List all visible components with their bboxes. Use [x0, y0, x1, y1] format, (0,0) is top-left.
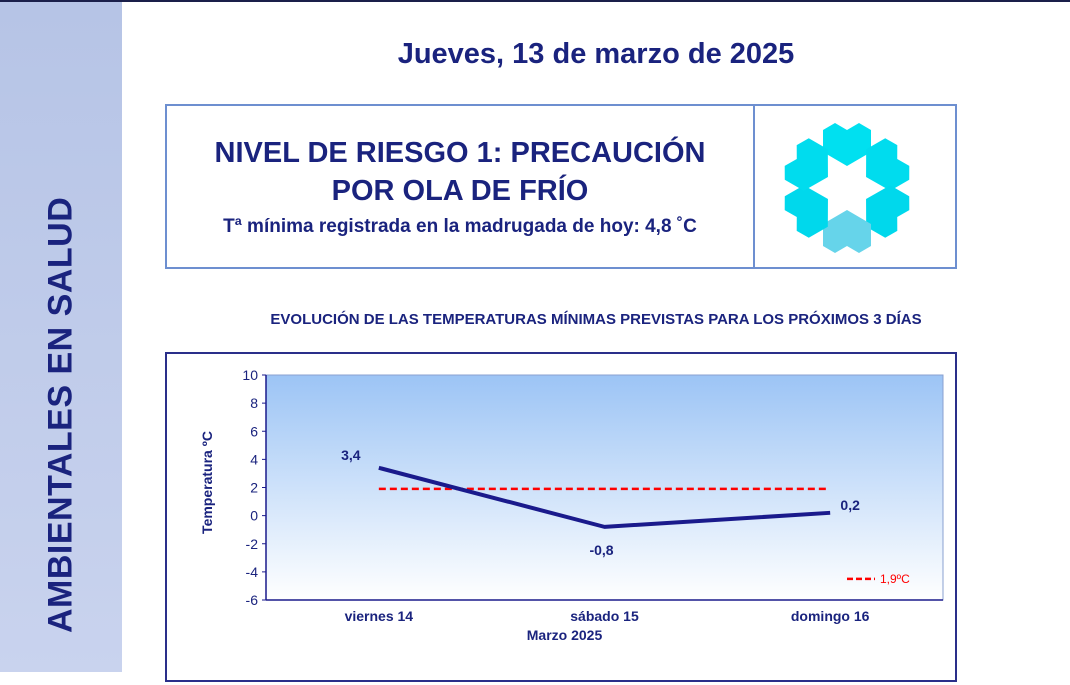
snowflake-icon	[755, 106, 955, 267]
snowflake-arm	[823, 123, 871, 166]
y-axis-label: Temperatura ºC	[199, 431, 215, 534]
snowflake-arm	[866, 185, 910, 238]
x-tick-label: sábado 15	[570, 608, 639, 624]
sidebar-title: AMBIENTALES EN SALUD	[41, 196, 80, 633]
snowflake-arm	[823, 210, 871, 253]
min-temp-today: Tª mínima registrada en la madrugada de …	[223, 216, 697, 237]
snowflake-arm	[866, 138, 910, 191]
risk-title-line1: NIVEL DE RIESGO 1: PRECAUCIÓN	[214, 137, 706, 169]
y-tick-label: 0	[250, 508, 258, 524]
risk-alert-text: NIVEL DE RIESGO 1: PRECAUCIÓN POR OLA DE…	[167, 106, 755, 267]
data-label: -0,8	[589, 542, 613, 558]
risk-title-line2: POR OLA DE FRÍO	[331, 175, 589, 207]
snowflake-arm	[784, 138, 828, 191]
risk-alert-box: NIVEL DE RIESGO 1: PRECAUCIÓN POR OLA DE…	[165, 104, 957, 269]
page-date: Jueves, 13 de marzo de 2025	[397, 38, 795, 70]
temperature-chart: 10 8 6 4 2 0 -2 -4 -6 viernes 14 sábado 15 domingo …	[199, 367, 944, 643]
data-label: 3,4	[341, 447, 361, 463]
top-rule	[0, 0, 1070, 2]
x-tick-label: domingo 16	[791, 608, 870, 624]
sidebar: AMBIENTALES EN SALUD	[0, 2, 122, 672]
snowflake-arm	[784, 185, 828, 238]
legend-threshold-label: 1,9ºC	[880, 572, 910, 586]
y-tick-label: -4	[246, 564, 259, 580]
x-tick-label: viernes 14	[345, 608, 414, 624]
y-tick-label: 10	[242, 367, 258, 383]
x-axis-label: Marzo 2025	[527, 627, 603, 643]
data-label: 0,2	[840, 497, 860, 513]
chart-title: EVOLUCIÓN DE LAS TEMPERATURAS MÍNIMAS PR…	[270, 311, 922, 328]
y-tick-label: 2	[250, 480, 258, 496]
y-tick-label: -6	[246, 592, 259, 608]
y-tick-label: -2	[246, 536, 259, 552]
series-line	[378, 465, 831, 529]
y-tick-label: 8	[250, 395, 258, 411]
plot-area	[265, 374, 944, 601]
y-tick-label: 4	[250, 451, 258, 467]
chart-frame: 10 8 6 4 2 0 -2 -4 -6 viernes 14 sábado 15 domingo …	[165, 352, 957, 682]
risk-level-title: NIVEL DE RIESGO 1: PRECAUCIÓN POR OLA DE…	[167, 134, 753, 210]
y-tick-label: 6	[250, 423, 258, 439]
